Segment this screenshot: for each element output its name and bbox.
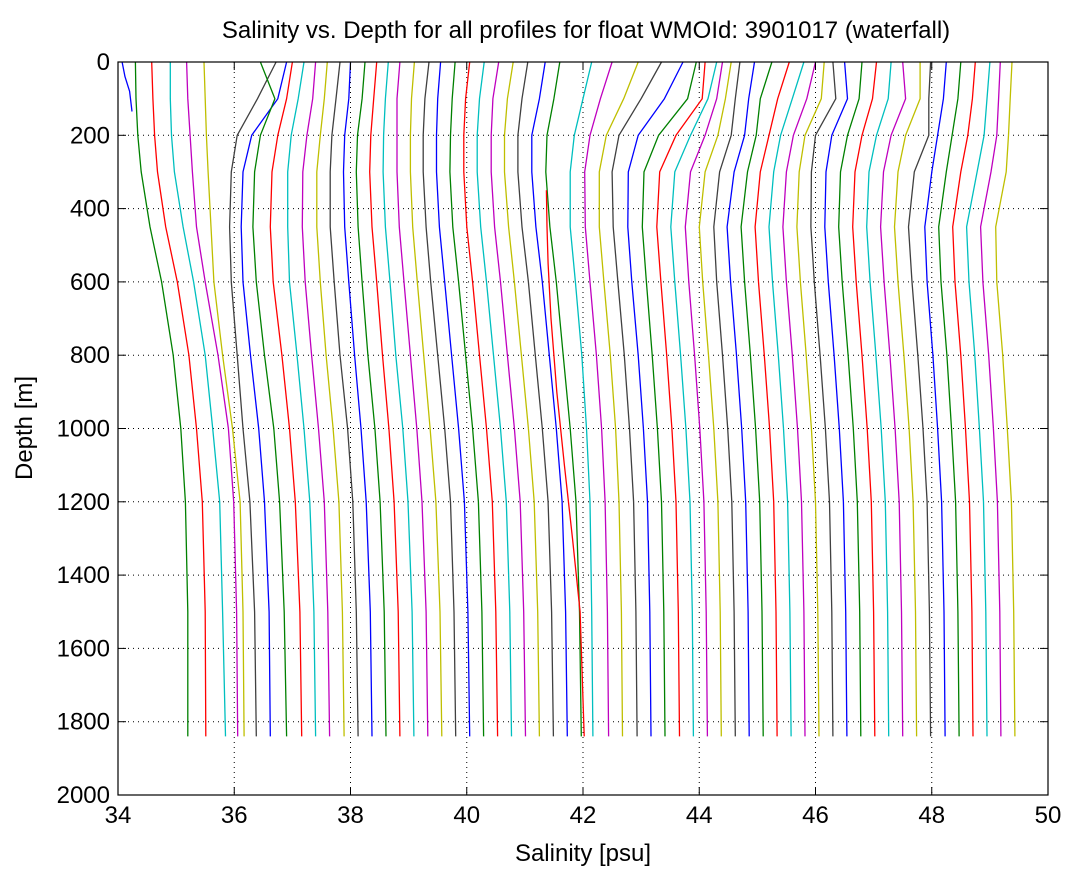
axis-ticks: 34 36 38 40 42 44 46 48 50 0 200 400 600 800 1000 1200 1… — [57, 49, 1062, 829]
x-tick-label: 48 — [918, 802, 945, 829]
y-tick-label: 400 — [70, 196, 110, 223]
profile-line — [503, 61, 541, 737]
profile-line — [545, 61, 582, 737]
chart-title: Salinity vs. Depth for all profiles for … — [222, 17, 950, 44]
profile-line — [796, 61, 825, 737]
x-tick-label: 38 — [337, 802, 364, 829]
profile-line — [185, 61, 239, 737]
profile-line — [435, 61, 471, 737]
profile-line — [907, 61, 932, 737]
profile-line — [409, 61, 443, 737]
x-tick-label: 50 — [1035, 802, 1062, 829]
x-tick-label: 40 — [453, 802, 480, 829]
profile-line — [879, 61, 907, 737]
y-tick-label: 1600 — [57, 635, 110, 662]
profile-line — [269, 61, 303, 737]
profile-line — [698, 61, 732, 737]
x-tick-label: 46 — [802, 802, 829, 829]
profile-line — [810, 61, 837, 737]
y-tick-label: 800 — [70, 342, 110, 369]
profile-line — [740, 61, 773, 737]
profile-line — [422, 61, 457, 737]
profile-line — [240, 61, 288, 737]
y-tick-label: 2000 — [57, 782, 110, 809]
profile-line — [531, 61, 568, 737]
y-tick-label: 600 — [70, 269, 110, 296]
profile-line — [342, 61, 373, 737]
profile-line — [287, 61, 317, 737]
profile-line — [252, 61, 288, 737]
profile-line — [490, 61, 527, 737]
profile-line — [545, 190, 585, 737]
profile-line — [852, 61, 878, 737]
profile-line — [355, 61, 387, 737]
x-tick-label: 34 — [105, 802, 132, 829]
profile-line — [369, 61, 401, 737]
profile-line — [754, 61, 790, 737]
profile-line — [627, 61, 684, 737]
profile-line — [517, 61, 555, 737]
profile-line — [713, 61, 741, 737]
y-tick-label: 1400 — [57, 562, 110, 589]
profile-line — [641, 61, 697, 737]
profile-line — [382, 61, 415, 737]
profile-line — [670, 61, 718, 737]
profile-line — [824, 61, 849, 737]
profile-line — [768, 61, 805, 737]
y-tick-label: 200 — [70, 122, 110, 149]
profile-line — [995, 61, 1016, 737]
profile-line — [924, 61, 947, 737]
profile-line — [726, 61, 756, 737]
profile-line — [301, 61, 331, 737]
profile-line — [316, 61, 345, 737]
x-tick-label: 44 — [686, 802, 713, 829]
profile-line — [169, 62, 227, 737]
x-tick-label: 36 — [221, 802, 248, 829]
profile-line — [656, 61, 706, 737]
x-axis-label: Salinity [psu] — [515, 840, 651, 867]
profile-line — [203, 61, 245, 737]
profile-line — [952, 61, 976, 737]
profile-line — [569, 61, 594, 737]
profile-line — [893, 62, 921, 737]
profile-line — [121, 61, 133, 112]
profile-line — [134, 61, 189, 737]
profile-line — [866, 61, 892, 737]
profile-line — [611, 61, 663, 737]
y-tick-label: 1000 — [57, 416, 110, 443]
profile-line — [228, 61, 277, 737]
profile-line — [979, 61, 1002, 737]
profile-line — [329, 61, 359, 737]
profile-line — [449, 61, 485, 737]
x-tick-label: 42 — [570, 802, 597, 829]
profile-line — [684, 61, 724, 737]
y-tick-label: 0 — [97, 49, 110, 76]
profile-line — [584, 61, 613, 737]
profile-line — [463, 61, 499, 737]
profile-line — [965, 61, 991, 737]
profile-line — [151, 61, 207, 737]
profile-line — [396, 61, 429, 737]
y-axis-label: Depth [m] — [11, 376, 38, 480]
profile-line — [938, 61, 962, 737]
y-tick-label: 1800 — [57, 709, 110, 736]
profile-line — [476, 61, 513, 737]
y-tick-label: 1200 — [57, 489, 110, 516]
series-lines — [121, 61, 1016, 737]
profile-line — [838, 61, 863, 737]
profile-line — [782, 61, 817, 737]
profile-line — [598, 61, 639, 737]
